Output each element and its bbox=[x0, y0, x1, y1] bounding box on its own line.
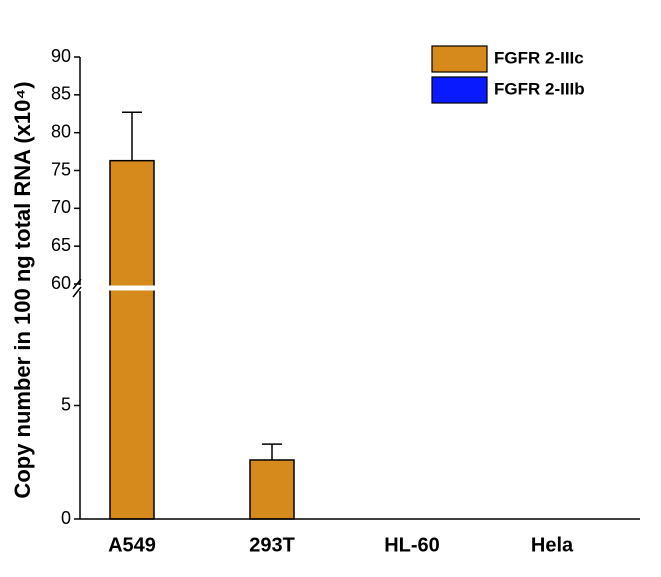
y-axis-label: Copy number in 100 ng total RNA (x10⁴) bbox=[10, 81, 35, 498]
y-tick-label: 85 bbox=[51, 84, 71, 104]
legend-label: FGFR 2-IIIb bbox=[494, 79, 585, 98]
legend-label: FGFR 2-IIIc bbox=[494, 48, 584, 67]
legend-swatch bbox=[431, 45, 488, 73]
x-tick-label: A549 bbox=[108, 534, 156, 556]
legend-swatch bbox=[431, 76, 488, 104]
x-tick-label: HL-60 bbox=[384, 534, 440, 556]
bar bbox=[249, 459, 295, 520]
y-tick-label: 60 bbox=[51, 273, 71, 293]
x-tick-label: 293T bbox=[249, 534, 295, 556]
y-tick-label: 0 bbox=[61, 508, 71, 528]
y-tick-label: 80 bbox=[51, 121, 71, 141]
y-tick-label: 65 bbox=[51, 235, 71, 255]
y-tick-label: 75 bbox=[51, 159, 71, 179]
error-bar bbox=[122, 111, 142, 161]
y-tick-label: 5 bbox=[61, 394, 71, 414]
axis-break-gap bbox=[79, 285, 639, 291]
y-tick-label: 90 bbox=[51, 46, 71, 66]
bar bbox=[109, 159, 155, 520]
error-bar bbox=[262, 443, 282, 460]
x-tick-label: Hela bbox=[531, 534, 574, 556]
y-tick-label: 70 bbox=[51, 197, 71, 217]
